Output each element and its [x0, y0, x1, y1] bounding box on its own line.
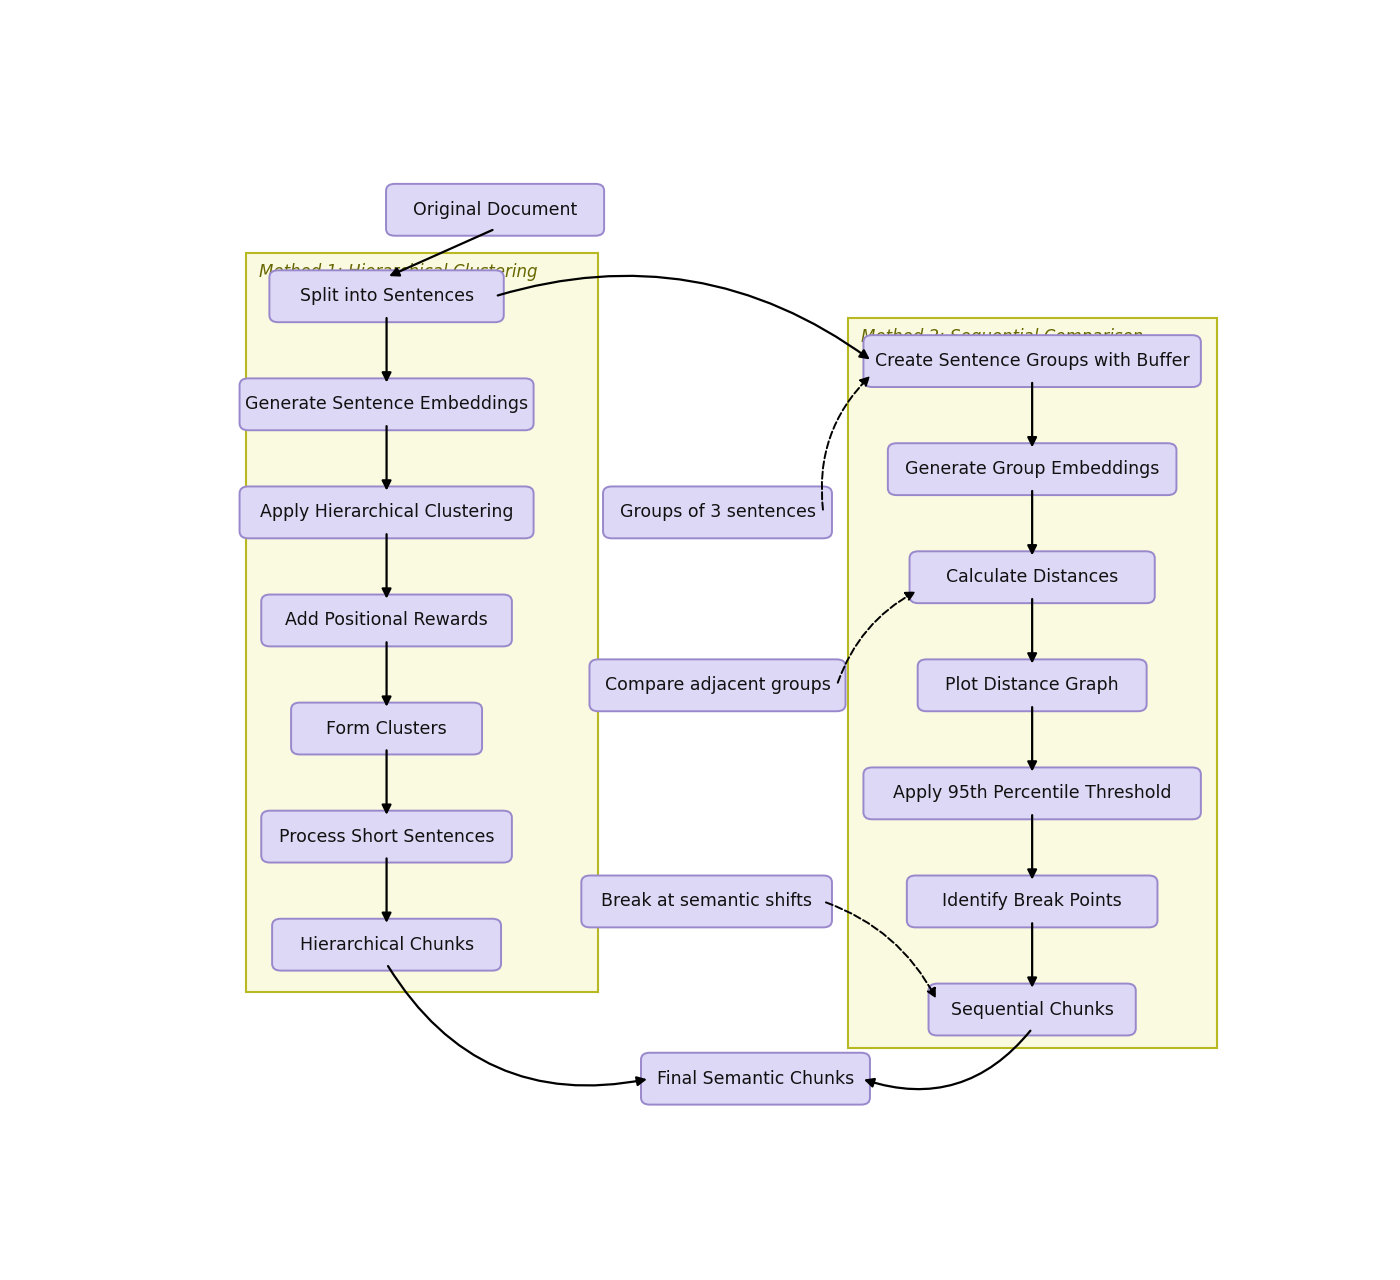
FancyBboxPatch shape — [245, 253, 598, 992]
Text: Process Short Sentences: Process Short Sentences — [279, 828, 494, 846]
Text: Generate Sentence Embeddings: Generate Sentence Embeddings — [245, 396, 528, 413]
Text: Final Semantic Chunks: Final Semantic Chunks — [657, 1070, 854, 1088]
Text: Compare adjacent groups: Compare adjacent groups — [605, 676, 830, 694]
FancyBboxPatch shape — [928, 983, 1135, 1036]
FancyBboxPatch shape — [386, 184, 605, 236]
Text: Original Document: Original Document — [413, 201, 577, 219]
FancyBboxPatch shape — [910, 552, 1155, 603]
FancyBboxPatch shape — [864, 335, 1201, 387]
Text: Add Positional Rewards: Add Positional Rewards — [286, 612, 489, 630]
Text: Create Sentence Groups with Buffer: Create Sentence Groups with Buffer — [875, 352, 1190, 370]
FancyBboxPatch shape — [291, 703, 482, 754]
Text: Method 2: Sequential Comparison: Method 2: Sequential Comparison — [861, 328, 1142, 347]
FancyBboxPatch shape — [269, 270, 504, 323]
FancyBboxPatch shape — [907, 876, 1158, 928]
Text: Calculate Distances: Calculate Distances — [946, 568, 1119, 586]
FancyBboxPatch shape — [864, 768, 1201, 819]
FancyBboxPatch shape — [581, 876, 832, 928]
FancyBboxPatch shape — [272, 919, 501, 970]
Text: Generate Group Embeddings: Generate Group Embeddings — [904, 461, 1159, 479]
FancyBboxPatch shape — [888, 443, 1176, 495]
Text: Form Clusters: Form Clusters — [326, 719, 447, 737]
Text: Split into Sentences: Split into Sentences — [300, 287, 473, 305]
FancyBboxPatch shape — [917, 659, 1147, 712]
Text: Apply 95th Percentile Threshold: Apply 95th Percentile Threshold — [893, 785, 1172, 803]
FancyBboxPatch shape — [262, 594, 512, 646]
Text: Identify Break Points: Identify Break Points — [942, 892, 1121, 910]
Text: Hierarchical Chunks: Hierarchical Chunks — [300, 936, 473, 954]
Text: Apply Hierarchical Clustering: Apply Hierarchical Clustering — [260, 503, 514, 521]
FancyBboxPatch shape — [848, 317, 1217, 1048]
FancyBboxPatch shape — [239, 379, 533, 430]
Text: Plot Distance Graph: Plot Distance Graph — [945, 676, 1119, 694]
FancyBboxPatch shape — [262, 810, 512, 863]
Text: Sequential Chunks: Sequential Chunks — [951, 1001, 1113, 1019]
FancyBboxPatch shape — [603, 486, 832, 539]
Text: Groups of 3 sentences: Groups of 3 sentences — [619, 503, 815, 521]
FancyBboxPatch shape — [239, 486, 533, 539]
FancyBboxPatch shape — [641, 1052, 869, 1105]
Text: Break at semantic shifts: Break at semantic shifts — [601, 892, 812, 910]
FancyBboxPatch shape — [589, 659, 846, 712]
Text: Method 1: Hierarchical Clustering: Method 1: Hierarchical Clustering — [259, 264, 538, 282]
